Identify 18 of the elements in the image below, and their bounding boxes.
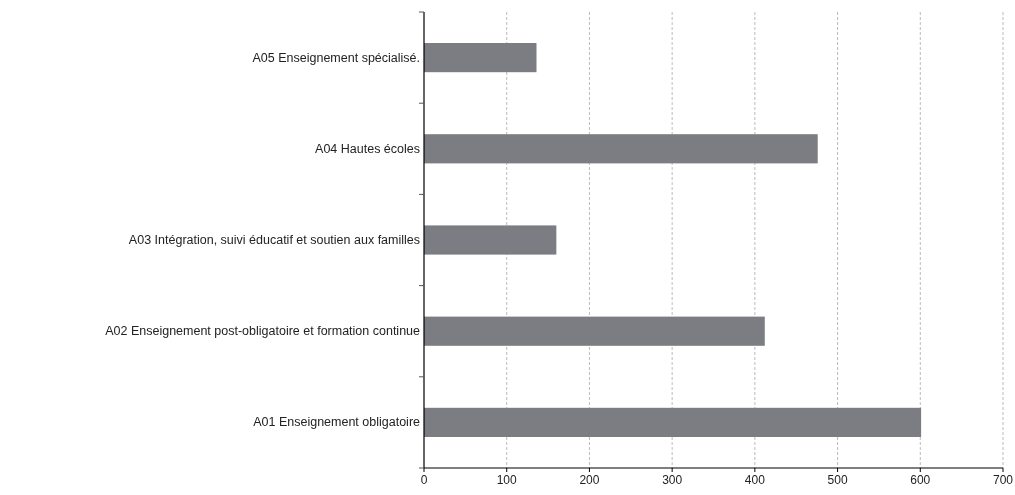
bar [424,225,557,255]
bar [424,407,922,437]
x-tick-label: 500 [827,473,848,487]
x-tick-label: 400 [744,473,766,487]
x-tick-label: 600 [910,473,931,487]
x-tick-label: 100 [496,473,518,487]
y-tick-label: A05 Enseignement spécialisé. [252,50,420,65]
x-tick-label: 200 [579,473,600,487]
x-tick-label: 0 [420,473,428,487]
bar [424,134,818,164]
y-tick-label: A04 Hautes écoles [315,141,420,156]
y-tick-label: A01 Enseignement obligatoire [253,415,421,430]
y-tick-label: A03 Intégration, suivi éducatif et soutien aux familles [128,233,420,247]
x-tick-label: 700 [992,473,1014,487]
x-tick-label: 300 [662,473,683,487]
bar [424,316,765,346]
y-tick-label: A02 Enseignement post-obligatoire et formation continue [105,324,421,339]
bar [424,43,537,73]
